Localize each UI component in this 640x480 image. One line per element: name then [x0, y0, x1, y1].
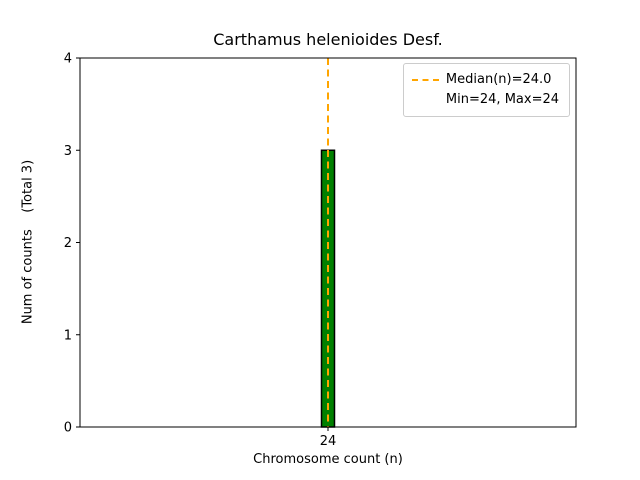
- chart-title: Carthamus helenioides Desf.: [213, 30, 443, 49]
- x-axis-label: Chromosome count (n): [253, 452, 403, 467]
- y-tick-label: 0: [64, 421, 72, 436]
- y-tick-label: 1: [64, 328, 72, 343]
- y-axis-label: Num of counts (Total 3): [20, 159, 36, 325]
- x-tick-label: 24: [320, 434, 337, 449]
- y-tick-label: 4: [64, 52, 72, 67]
- legend: Median(n)=24.0 Min=24, Max=24: [402, 63, 570, 117]
- legend-label: Min=24, Max=24: [445, 92, 559, 107]
- legend-entry: Min=24, Max=24: [412, 90, 559, 110]
- axes-frame: [79, 57, 577, 428]
- legend-label: Median(n)=24.0: [445, 72, 552, 87]
- legend-entry: Median(n)=24.0: [411, 70, 559, 90]
- y-tick-label: 2: [64, 236, 72, 251]
- y-tick-label: 3: [64, 144, 72, 159]
- legend-dashed-line-marker: [411, 79, 439, 81]
